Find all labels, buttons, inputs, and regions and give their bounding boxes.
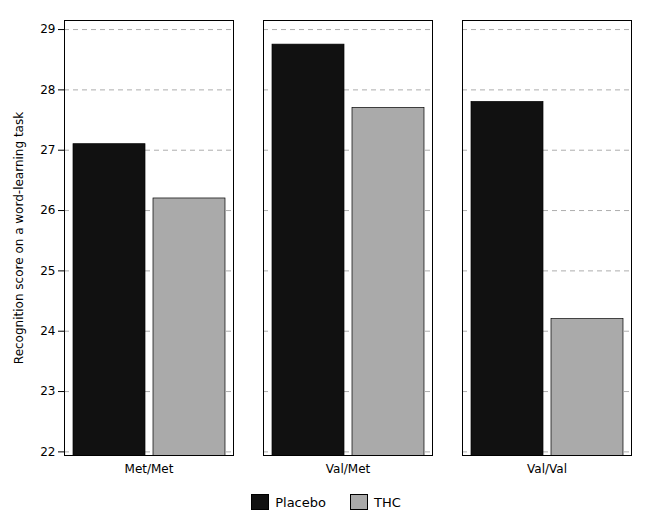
- svg-text:28: 28: [40, 83, 55, 97]
- svg-text:23: 23: [40, 384, 55, 398]
- svg-text:26: 26: [40, 203, 55, 217]
- svg-text:22: 22: [40, 445, 55, 459]
- svg-text:25: 25: [40, 264, 55, 278]
- svg-text:Recognition score on a word-le: Recognition score on a word-learning tas…: [12, 112, 26, 364]
- svg-text:Met/Met: Met/Met: [125, 462, 174, 476]
- svg-text:Val/Val: Val/Val: [527, 462, 567, 476]
- svg-text:29: 29: [40, 22, 55, 36]
- html-text:Placebo: Placebo: [275, 494, 326, 510]
- svg-text:Val/Met: Val/Met: [326, 462, 371, 476]
- svg-text:24: 24: [40, 324, 55, 338]
- html-text:THC: THC: [374, 494, 401, 510]
- svg-text:27: 27: [40, 143, 55, 157]
